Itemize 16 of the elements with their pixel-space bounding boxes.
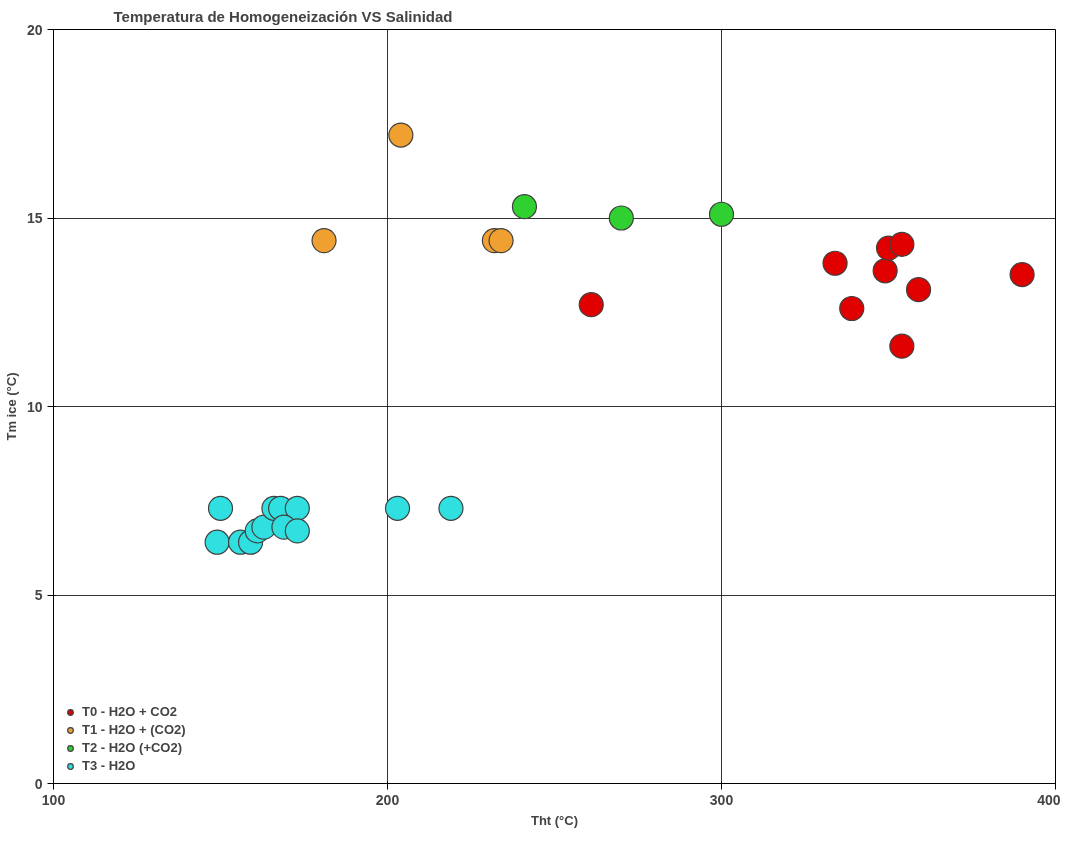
x-tick-label: 100: [41, 791, 66, 808]
legend-label: T0 - H2O + CO2: [82, 704, 177, 719]
y-tick-label: 15: [26, 210, 43, 226]
x-tick-label: 200: [375, 791, 400, 808]
x-tick-label: 300: [709, 791, 734, 808]
chart-title: Temperatura de Homogeneización VS Salinidad: [113, 7, 453, 25]
legend-label: T1 - H2O + (CO2): [82, 722, 186, 737]
legend-label: T3 - H2O: [82, 758, 136, 773]
y-tick-label: 0: [34, 775, 43, 792]
y-axis-title: Tm ice (°C): [3, 372, 19, 441]
y-tick-label: 20: [26, 21, 43, 38]
x-axis-title: Tht (°C): [530, 812, 579, 828]
y-tick-label: 5: [34, 587, 43, 603]
legend-label: T2 - H2O (+CO2): [82, 740, 183, 755]
y-tick-label: 10: [26, 398, 43, 415]
x-tick-label: 400: [1037, 791, 1061, 808]
